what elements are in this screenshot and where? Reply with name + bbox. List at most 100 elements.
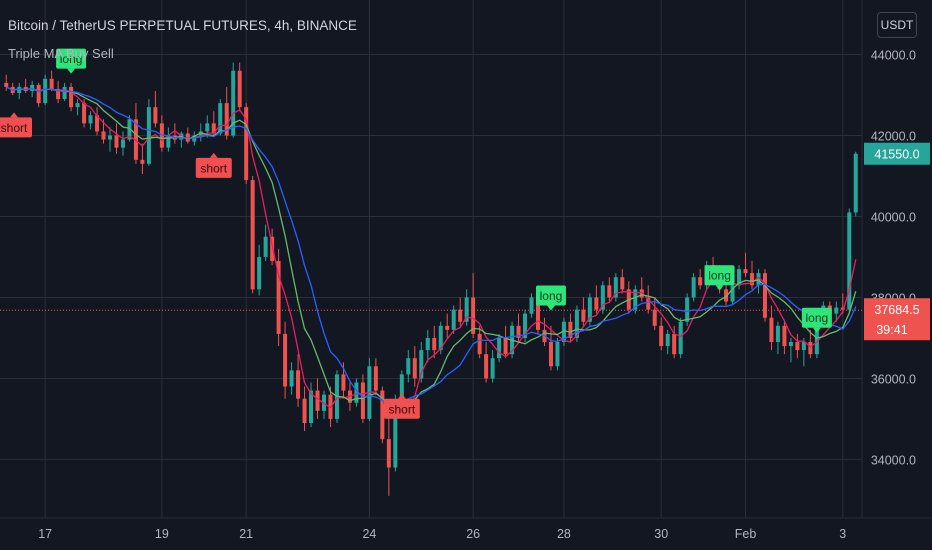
candle-body bbox=[691, 277, 696, 298]
candle-body bbox=[737, 269, 742, 286]
candle-body bbox=[386, 439, 391, 468]
long-signal-label bbox=[801, 307, 832, 328]
candle-body bbox=[581, 309, 586, 322]
candle-body bbox=[762, 273, 767, 318]
candle-body bbox=[237, 70, 242, 108]
candle-body bbox=[231, 70, 236, 136]
candle-body bbox=[464, 297, 469, 322]
candle-body bbox=[425, 337, 430, 351]
candle-body bbox=[309, 390, 314, 423]
candle-body bbox=[451, 309, 456, 330]
candle-body bbox=[529, 297, 534, 314]
candle-body bbox=[244, 107, 249, 181]
candle-body bbox=[166, 135, 171, 148]
candle-body bbox=[497, 337, 502, 359]
indicator-name[interactable]: Triple MA Buy Sell bbox=[8, 46, 114, 61]
last-price-tag bbox=[864, 298, 930, 341]
short-signal-pointer bbox=[209, 152, 218, 158]
candle-body bbox=[724, 289, 729, 302]
candle-body bbox=[43, 78, 48, 104]
candle-body bbox=[659, 325, 664, 347]
candle-body bbox=[561, 321, 566, 342]
candle-body bbox=[678, 321, 683, 355]
candle-body bbox=[146, 107, 151, 164]
short-signal-label bbox=[195, 157, 232, 178]
candle-body bbox=[315, 390, 320, 411]
candle-body bbox=[471, 297, 476, 334]
candle-body bbox=[782, 325, 787, 347]
candle-body bbox=[672, 333, 677, 355]
short-signal-label bbox=[0, 117, 32, 138]
long-signal-pointer bbox=[546, 305, 555, 311]
candle-body bbox=[775, 325, 780, 342]
candle-body bbox=[69, 86, 74, 108]
candle-body bbox=[289, 370, 294, 387]
candle-body bbox=[218, 103, 223, 134]
short-signal-pointer bbox=[10, 112, 18, 118]
x-tick-label: 26 bbox=[466, 527, 480, 541]
candle-body bbox=[600, 285, 605, 310]
candle-body bbox=[114, 135, 119, 148]
x-tick-label: 21 bbox=[239, 527, 253, 541]
candle-body bbox=[412, 358, 417, 379]
x-tick-label: 19 bbox=[155, 527, 169, 541]
x-tick-label: 3 bbox=[839, 527, 846, 541]
candle-body bbox=[613, 277, 618, 298]
y-tick-label: 34000.0 bbox=[871, 453, 916, 467]
candle-body bbox=[127, 119, 132, 140]
long-signal-text: long bbox=[60, 52, 83, 66]
candle-body bbox=[594, 297, 599, 310]
candle-body bbox=[665, 333, 670, 347]
candle-body bbox=[88, 115, 93, 124]
candle-body bbox=[749, 273, 755, 286]
candle-body bbox=[133, 119, 138, 160]
candle-body bbox=[82, 103, 87, 124]
candle-body bbox=[574, 309, 579, 338]
x-tick-label: 28 bbox=[557, 527, 571, 541]
long-signal-text: long bbox=[708, 269, 731, 283]
candle-body bbox=[685, 297, 690, 322]
candle-body bbox=[75, 103, 80, 108]
long-signal-label bbox=[56, 48, 87, 69]
candle-body bbox=[503, 337, 508, 355]
short-signal-text: short bbox=[388, 402, 415, 416]
x-tick-label: 24 bbox=[362, 527, 376, 541]
long-signal-label bbox=[535, 285, 566, 306]
candle-body bbox=[808, 342, 813, 355]
candle-body bbox=[373, 366, 378, 391]
candle-body bbox=[17, 86, 22, 93]
candle-body bbox=[555, 342, 560, 367]
currency-button[interactable]: USDT bbox=[877, 12, 917, 38]
candle-body bbox=[698, 277, 703, 286]
candle-body bbox=[847, 212, 852, 310]
long-signal-pointer bbox=[812, 327, 821, 333]
x-tick-label: 30 bbox=[654, 527, 668, 541]
candle-body bbox=[270, 236, 275, 262]
candle-body bbox=[140, 159, 145, 164]
candle-body bbox=[840, 307, 845, 310]
candle-body bbox=[205, 123, 210, 132]
high-price-tag bbox=[864, 142, 930, 165]
chart-title: Bitcoin / TetherUS PERPETUAL FUTURES, 4h… bbox=[8, 18, 357, 33]
long-signal-pointer bbox=[715, 285, 724, 291]
candle-body bbox=[445, 325, 450, 330]
candle-body bbox=[484, 354, 489, 379]
candle-body bbox=[360, 382, 365, 419]
ma-line-fast bbox=[5, 86, 857, 418]
candle-body bbox=[769, 317, 774, 342]
candle-body bbox=[853, 153, 858, 213]
short-signal-pointer bbox=[397, 393, 406, 399]
high-price-tag-text: 41550.0 bbox=[874, 148, 919, 162]
x-tick-label: Feb bbox=[735, 527, 757, 541]
candle-body bbox=[834, 307, 839, 314]
candle-body bbox=[276, 261, 281, 334]
candle-body bbox=[730, 285, 735, 302]
candle-body bbox=[432, 337, 437, 351]
candle-body bbox=[795, 342, 800, 351]
candle-body bbox=[354, 382, 359, 403]
candle-body bbox=[263, 236, 268, 257]
candle-body bbox=[36, 84, 41, 104]
long-signal-label bbox=[704, 265, 735, 286]
